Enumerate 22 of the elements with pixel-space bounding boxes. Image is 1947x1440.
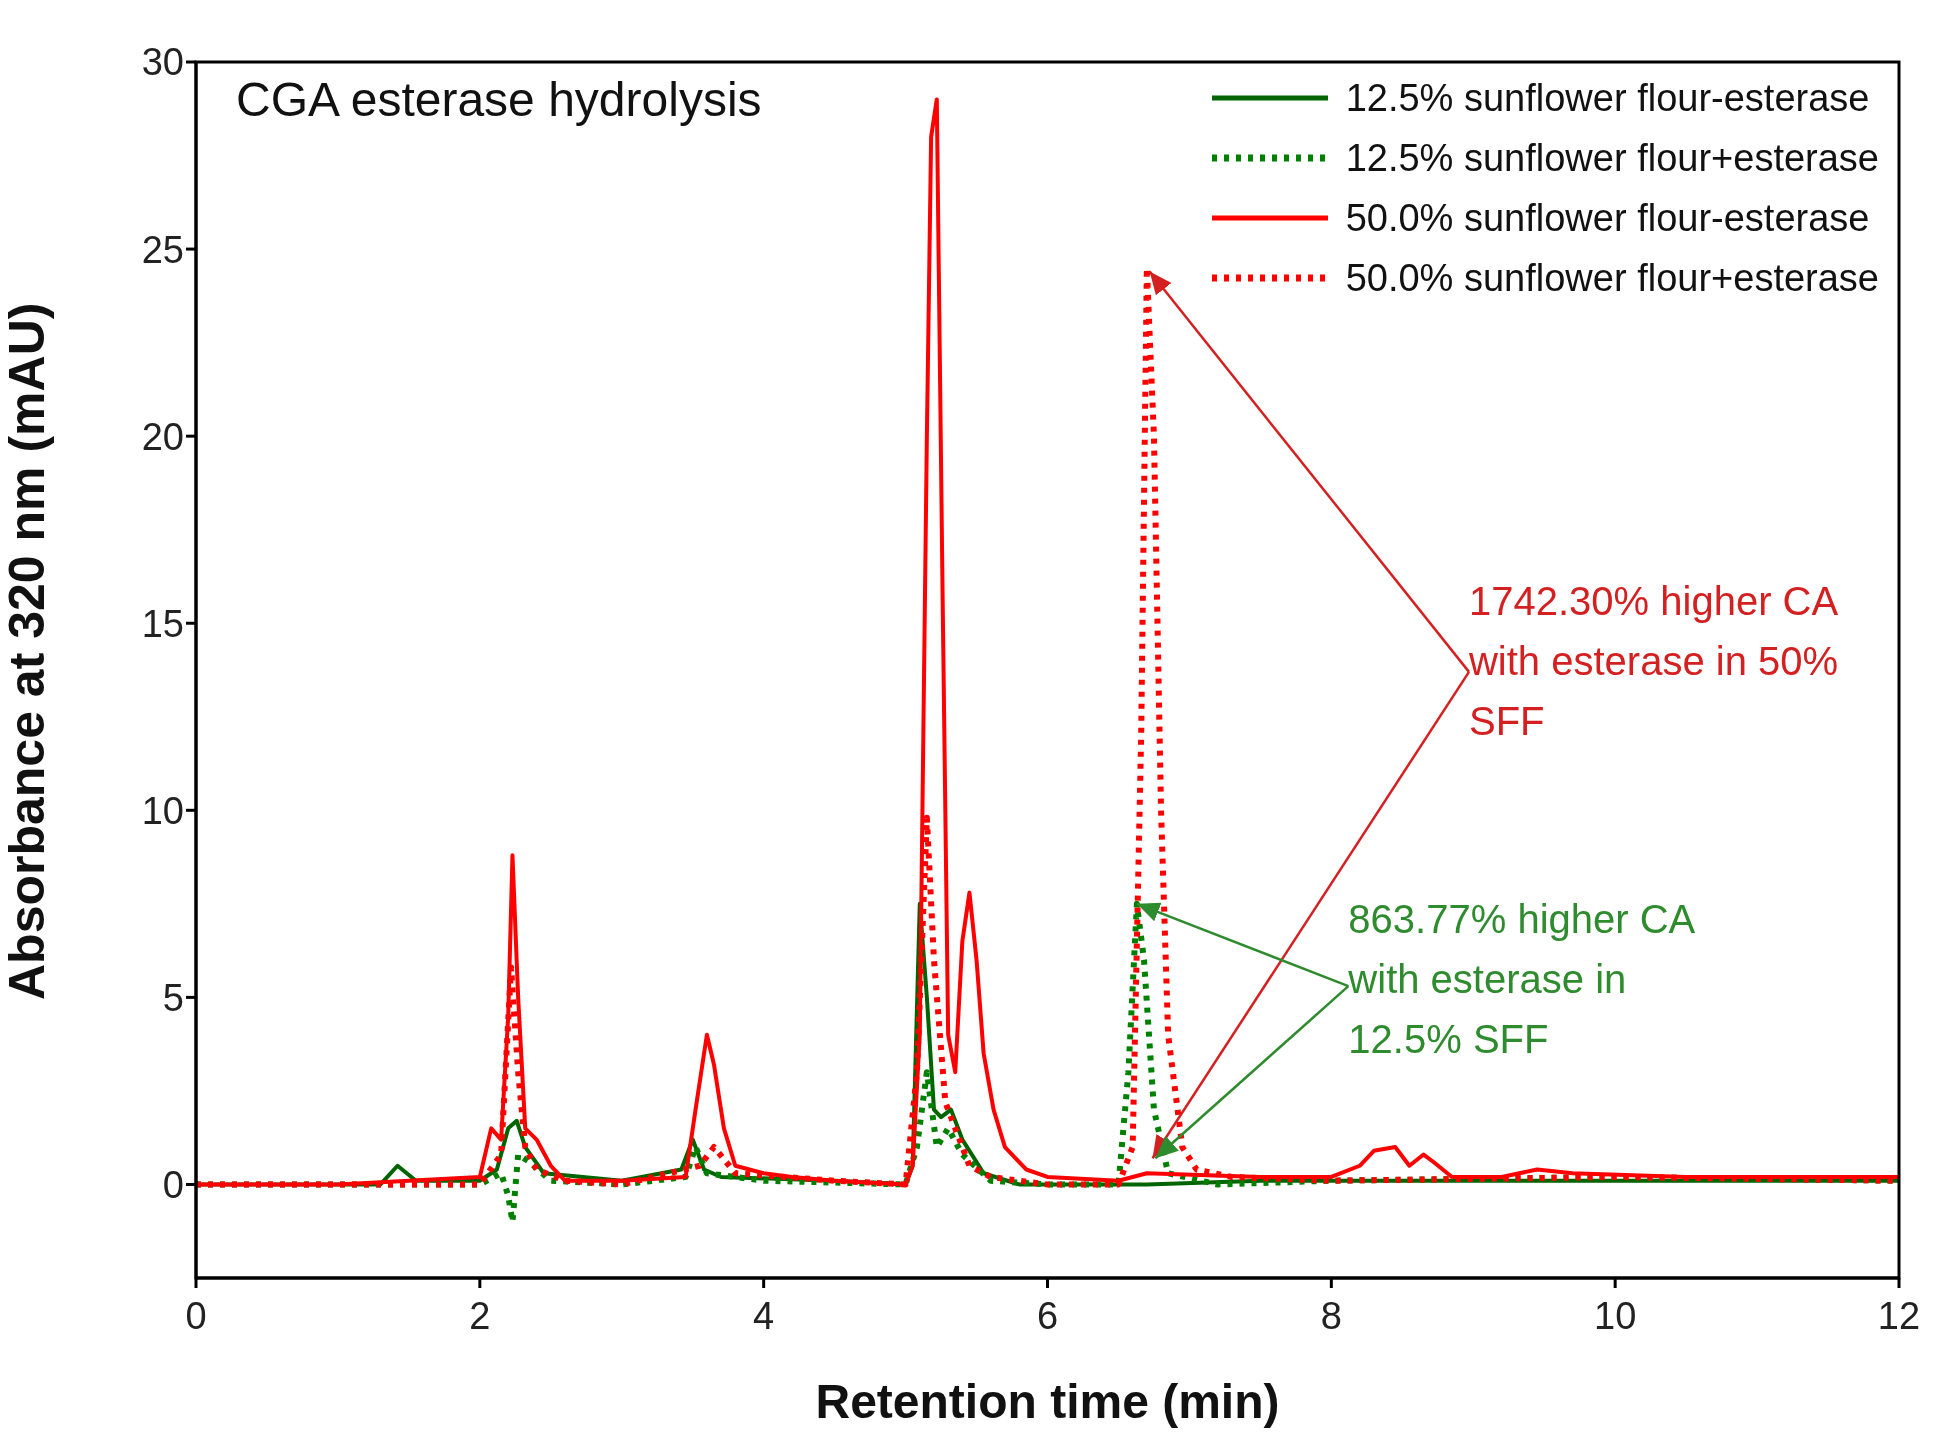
y-tick-label: 30 bbox=[141, 41, 184, 84]
annotation: 863.77% higher CA with esterase in 12.5% SFF bbox=[1348, 895, 1695, 1063]
y-tick-label: 10 bbox=[141, 789, 184, 832]
x-axis-title: Retention time (min) bbox=[815, 1375, 1280, 1428]
legend-label: 12.5% sunflower flour-esterase bbox=[1345, 76, 1870, 120]
y-tick-label: 20 bbox=[141, 415, 184, 458]
annotation: 1742.30% higher CA with esterase in 50% SFF bbox=[1468, 577, 1840, 745]
x-tick-label: 6 bbox=[1036, 1294, 1059, 1337]
legend-label: 12.5% sunflower flour+esterase bbox=[1345, 136, 1879, 180]
y-tick-label: 5 bbox=[162, 976, 184, 1019]
legend-label: 50.0% sunflower flour+esterase bbox=[1345, 256, 1879, 300]
y-tick-label: 0 bbox=[162, 1163, 184, 1206]
x-tick-label: 2 bbox=[469, 1294, 491, 1337]
x-tick-label: 4 bbox=[753, 1294, 775, 1337]
y-tick-label: 25 bbox=[141, 228, 184, 271]
y-tick-label: 15 bbox=[141, 602, 184, 645]
legend-label: 50.0% sunflower flour-esterase bbox=[1345, 196, 1870, 240]
chart-title: CGA esterase hydrolysis bbox=[236, 72, 762, 127]
x-tick-label: 12 bbox=[1877, 1294, 1921, 1337]
x-tick-label: 10 bbox=[1594, 1294, 1637, 1337]
x-tick-label: 8 bbox=[1320, 1294, 1342, 1337]
y-axis-title: Absorbance at 320 nm (mAU) bbox=[0, 302, 55, 1000]
